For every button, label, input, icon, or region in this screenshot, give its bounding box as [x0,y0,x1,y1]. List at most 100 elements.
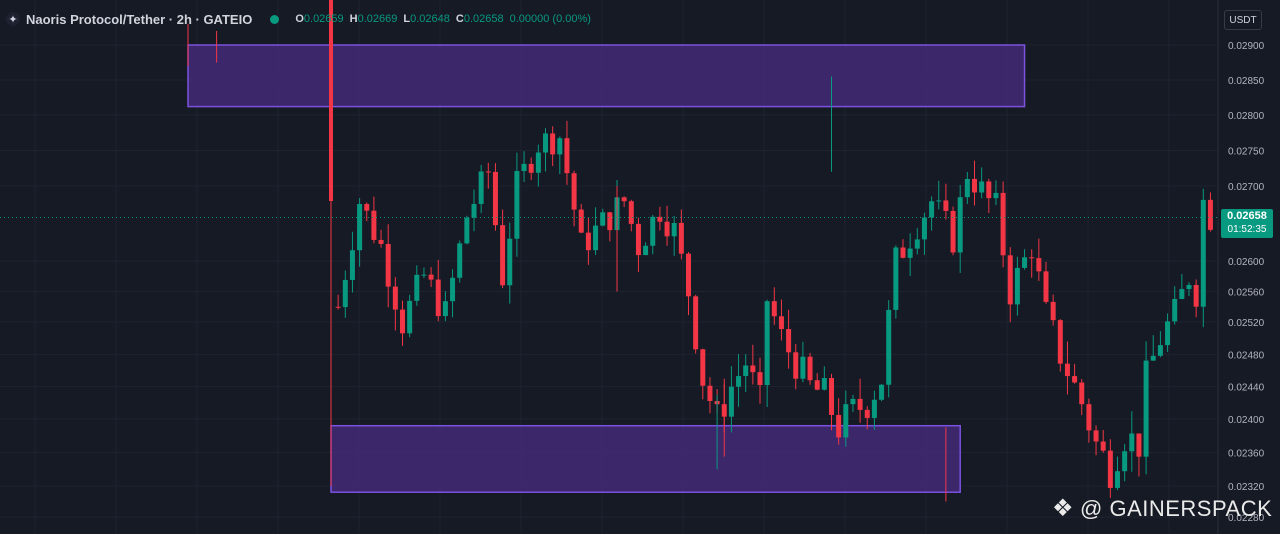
y-tick-label: 0.02800 [1228,111,1265,122]
candle-body [457,243,463,278]
candle-body [728,386,734,417]
candle-body [1022,257,1028,268]
symbol-title[interactable]: Naoris Protocol/Tether · 2h · GATEIO [26,11,253,27]
candle-body [1129,433,1135,452]
candle-body [757,372,763,386]
low-value: 0.02648 [410,13,450,25]
y-tick-label: 0.02520 [1228,318,1265,329]
candle-body [671,222,677,237]
candle-body [1000,192,1006,256]
candle-body [686,253,691,297]
candle-body [1072,376,1078,383]
watermark: ❖ @ GAINERSPACK [1052,494,1272,523]
candle-body [929,201,935,218]
candle-body [921,217,927,240]
change-value: 0.00000 (0.00%) [509,13,591,25]
candle-body [800,356,806,379]
currency-button[interactable]: USDT [1224,10,1262,30]
bar-countdown: 01:52:35 [1227,224,1267,235]
watermark-text: @ GAINERSPACK [1080,495,1273,521]
candle-body [1193,284,1199,307]
candle-body [1107,450,1113,488]
candle-body [814,380,820,390]
candle-body [400,309,405,334]
candle-body [879,384,885,400]
candle-body [764,301,770,386]
candle-body [907,248,913,258]
open-label: O [295,13,304,25]
candle-body [657,216,663,222]
candle-body [964,178,970,198]
candle-body [585,232,591,251]
candle-body [650,216,656,246]
candle-body [414,274,420,301]
candle-body [635,223,641,256]
candle-body [643,245,649,256]
candle-body [979,181,985,193]
y-tick-label: 0.02360 [1228,449,1265,460]
candle-body [1064,363,1070,377]
candle-body [1186,284,1192,290]
candle-body [1029,257,1035,259]
y-tick-label: 0.02900 [1228,41,1265,52]
candle-body [1136,433,1142,457]
candle-body [864,409,870,418]
candle-body [807,356,813,381]
candle-body [786,329,792,353]
candle-body [972,178,977,193]
candle-body [1150,355,1156,361]
candle-body [1172,298,1178,322]
candle-body [485,171,491,173]
candle-body [778,316,784,330]
binance-diamond-icon: ❖ [1052,495,1075,522]
candle-body [1122,451,1128,472]
candle-body [621,197,627,202]
candle-body [600,212,606,226]
candle-body [550,133,556,155]
high-label: H [349,13,358,25]
y-tick-label: 0.02480 [1228,350,1265,361]
tradingview-logo-icon: ✦ [6,12,20,26]
candle-body [693,296,699,350]
candle-body [1007,255,1013,305]
candle-body [471,203,477,218]
resistance-zone [187,44,1026,108]
y-tick-label: 0.02440 [1228,383,1265,394]
candle-body [607,212,613,231]
ohlc-readout: O 0.02659 H 0.02669 L 0.02648 C 0.02658 0.00… [295,13,597,25]
candle-body [392,286,398,310]
candle-body [678,222,684,254]
candle-body [329,0,333,201]
candle-body [500,225,506,286]
candle-body [900,247,906,258]
candle-body [736,376,742,387]
candle-body [357,204,363,251]
candle-body [1100,441,1106,451]
support-zone [330,424,961,493]
candle-body [478,171,484,204]
candle-body [857,398,863,410]
low-label: L [403,13,411,25]
candle-body [843,404,849,438]
candle-body [564,138,570,174]
candle-body [914,239,920,249]
candle-body [571,173,577,210]
candle-body [1036,258,1042,272]
candles [187,0,1213,502]
candle-body [664,221,670,237]
candle-body [428,274,434,280]
close-label: C [455,13,464,25]
candle-body [1057,320,1063,364]
candle-body [407,300,413,334]
y-tick-label: 0.02850 [1228,76,1265,87]
open-value: 0.02659 [303,13,344,25]
y-tick-label: 0.02320 [1228,482,1265,493]
candle-body [850,398,856,405]
candle-body [1157,345,1163,356]
candle-body [943,200,949,211]
price-axis[interactable]: 0.02900 0.02850 0.02800 0.02750 0.02700 0.026… [1217,0,1265,534]
candle-body [464,217,470,244]
zones [187,44,1026,493]
candle-body [1200,199,1206,307]
